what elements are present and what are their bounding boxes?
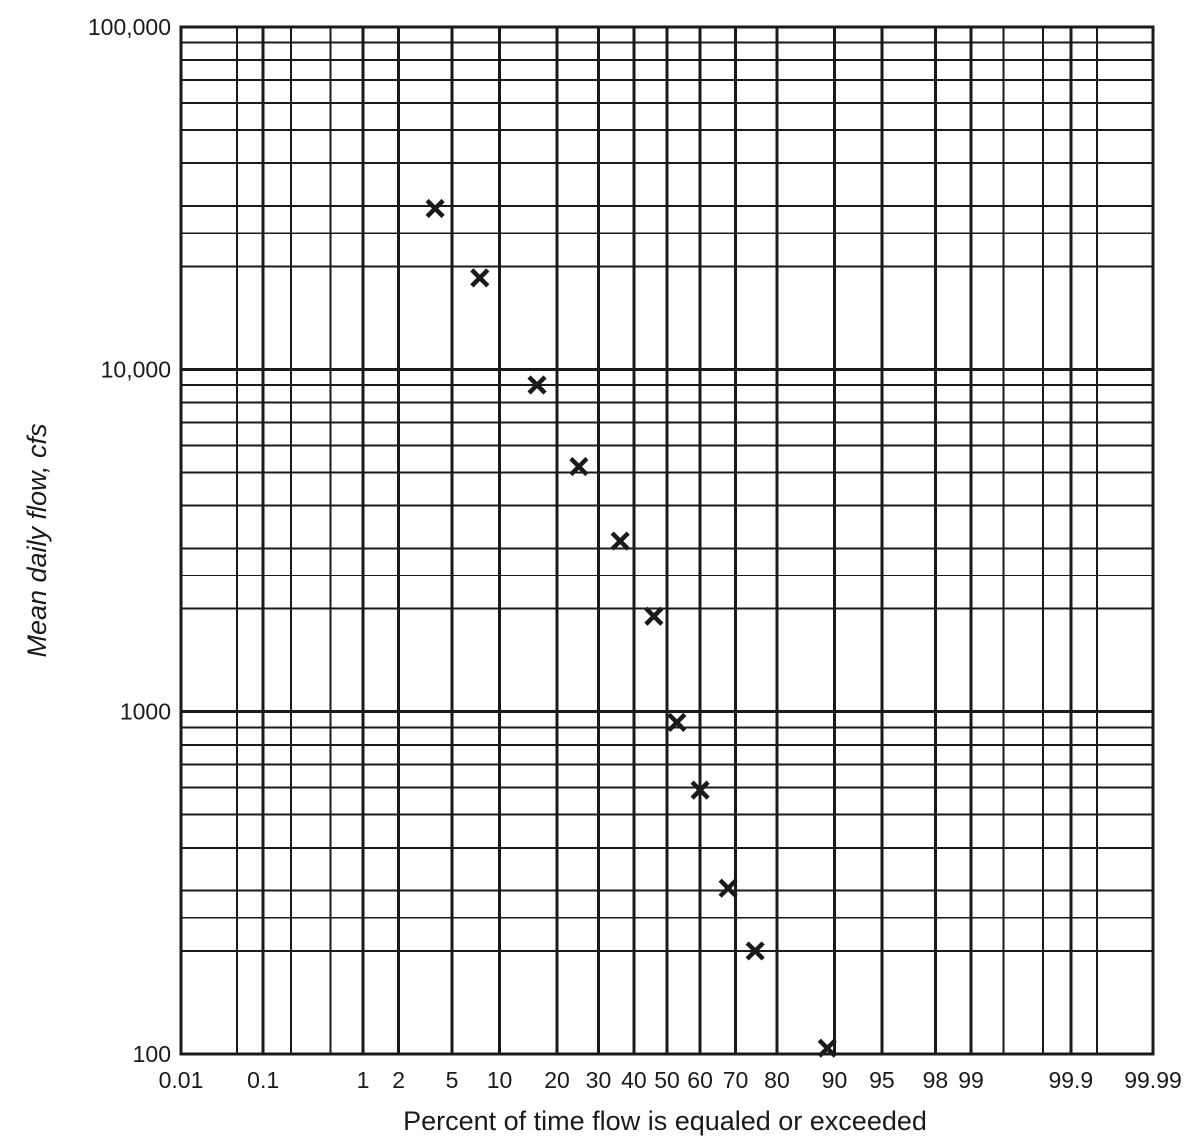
data-point bbox=[690, 780, 710, 800]
y-tick-label: 100 bbox=[133, 1041, 171, 1067]
x-tick-label: 98 bbox=[923, 1067, 949, 1093]
plot-frame bbox=[179, 25, 1155, 1056]
x-tick-label: 0.1 bbox=[247, 1067, 279, 1093]
y-tick-label: 10,000 bbox=[101, 356, 171, 382]
x-tick-label: 80 bbox=[764, 1067, 790, 1093]
x-tick-label: 0.01 bbox=[159, 1067, 204, 1093]
data-point bbox=[644, 606, 664, 626]
x-tick-label: 20 bbox=[544, 1067, 570, 1093]
data-points bbox=[425, 198, 837, 1058]
x-tick-label: 10 bbox=[487, 1067, 513, 1093]
x-tick-label: 5 bbox=[446, 1067, 459, 1093]
data-point bbox=[470, 268, 490, 288]
data-point bbox=[425, 198, 445, 219]
data-point bbox=[527, 375, 547, 395]
x-tick-label: 99.9 bbox=[1048, 1067, 1093, 1093]
data-point bbox=[817, 1038, 837, 1058]
data-point bbox=[610, 531, 630, 551]
data-point bbox=[569, 456, 589, 477]
x-tick-label: 1 bbox=[357, 1067, 370, 1093]
x-tick-label: 60 bbox=[687, 1067, 713, 1093]
x-tick-label: 30 bbox=[586, 1067, 612, 1093]
y-tick-labels: 100 1000 10,000 100,000 bbox=[88, 14, 171, 1067]
x-tick-labels: 0.01 0.1 1 2 5 10 20 30 40 50 60 70 80 90 95 98 99 99.9 99… bbox=[159, 1067, 1182, 1093]
x-tick-label: 40 bbox=[621, 1067, 647, 1093]
x-tick-label: 99 bbox=[958, 1067, 984, 1093]
x-tick-label: 99.99 bbox=[1124, 1067, 1182, 1093]
x-tick-label: 70 bbox=[723, 1067, 749, 1093]
data-point bbox=[667, 712, 687, 733]
x-tick-label: 95 bbox=[869, 1067, 895, 1093]
y-tick-label: 1000 bbox=[120, 699, 171, 725]
data-point bbox=[745, 941, 765, 961]
data-point bbox=[718, 878, 738, 898]
x-tick-label: 2 bbox=[392, 1067, 405, 1093]
x-tick-label: 50 bbox=[654, 1067, 680, 1093]
x-axis-title: Percent of time flow is equaled or excee… bbox=[403, 1106, 927, 1136]
y-axis-title: Mean daily flow, cfs bbox=[22, 423, 52, 657]
y-tick-label: 100,000 bbox=[88, 14, 171, 40]
grid bbox=[179, 27, 1155, 1056]
x-tick-label: 90 bbox=[822, 1067, 848, 1093]
